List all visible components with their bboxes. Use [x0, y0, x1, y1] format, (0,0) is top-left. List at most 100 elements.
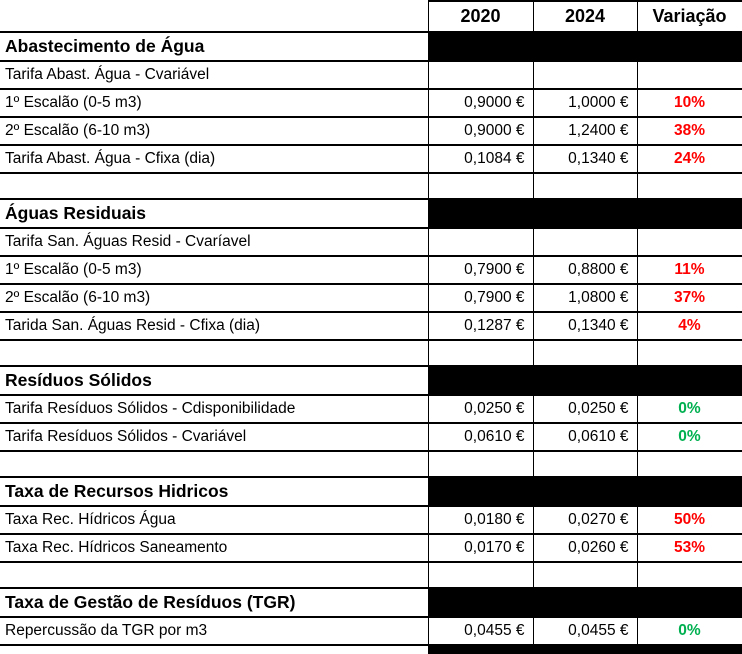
section-title: Taxa de Gestão de Resíduos (TGR) [0, 587, 428, 618]
value-2024: 0,8800 € [532, 255, 638, 285]
separator-cell [532, 561, 638, 589]
row-label: Repercussão da TGR por m3 [0, 616, 428, 646]
table-row: 2º Escalão (6-10 m3) 0,7900 € 1,0800 € 3… [0, 283, 742, 313]
row-label: 2º Escalão (6-10 m3) [0, 283, 428, 313]
value-2020: 0,0180 € [427, 505, 534, 535]
separator-cell [532, 450, 638, 478]
separator-cell [636, 450, 742, 478]
separator-cell [636, 339, 742, 367]
value-2020: 0,1287 € [427, 311, 534, 341]
column-header-2020: 2020 [427, 0, 534, 33]
separator-cell [532, 339, 638, 367]
section-title: Taxa de Recursos Hidricos [0, 476, 428, 507]
row-label: Taxa Rec. Hídricos Saneamento [0, 533, 428, 563]
value-2024: 0,0610 € [532, 422, 638, 452]
variation-value: 53% [636, 533, 742, 563]
value-2020: 0,7900 € [427, 255, 534, 285]
value-2024 [532, 60, 638, 90]
section-header-row: Abastecimento de Água [0, 31, 742, 62]
variation-value: 38% [636, 116, 742, 146]
section-fill-band [427, 476, 742, 507]
separator-cell [427, 172, 534, 200]
row-label: Taxa Rec. Hídricos Água [0, 505, 428, 535]
column-header-variacao: Variação [636, 0, 742, 33]
separator-label-cell [0, 561, 428, 589]
separator-cell [636, 561, 742, 589]
column-header-2024: 2024 [532, 0, 638, 33]
value-2020: 0,9000 € [427, 116, 534, 146]
variation-value: 0% [636, 616, 742, 646]
column-header-row: 2020 2024 Variação [0, 0, 742, 33]
table-row: Taxa Rec. Hídricos Água 0,0180 € 0,0270 … [0, 505, 742, 535]
separator-label-cell [0, 339, 428, 367]
section-header-row: Resíduos Sólidos [0, 365, 742, 396]
bottom-empty-cell [0, 645, 428, 653]
table-row: Tarida San. Águas Resid - Cfixa (dia) 0,… [0, 311, 742, 341]
separator-label-cell [0, 172, 428, 200]
row-label: Tarifa Abast. Água - Cvariável [0, 60, 428, 90]
table-row: Tarifa Resíduos Sólidos - Cdisponibilida… [0, 394, 742, 424]
bottom-band-row [0, 644, 742, 654]
section-header-row: Águas Residuais [0, 198, 742, 229]
separator-row [0, 339, 742, 367]
table-row: Tarifa San. Águas Resid - Cvaríavel [0, 227, 742, 257]
variation-value: 37% [636, 283, 742, 313]
section-fill-band [427, 365, 742, 396]
table-row: 2º Escalão (6-10 m3) 0,9000 € 1,2400 € 3… [0, 116, 742, 146]
separator-row [0, 561, 742, 589]
value-2024: 0,0270 € [532, 505, 638, 535]
section-fill-band [427, 31, 742, 62]
value-2020: 0,0170 € [427, 533, 534, 563]
table-row: Tarifa Abast. Água - Cvariável [0, 60, 742, 90]
value-2024 [532, 227, 638, 257]
row-label: 2º Escalão (6-10 m3) [0, 116, 428, 146]
section-title: Abastecimento de Água [0, 31, 428, 62]
separator-cell [532, 172, 638, 200]
bottom-fill-band [427, 644, 742, 654]
section-title: Resíduos Sólidos [0, 365, 428, 396]
table-row: Tarifa Resíduos Sólidos - Cvariável 0,06… [0, 422, 742, 452]
separator-cell [636, 172, 742, 200]
value-2020: 0,9000 € [427, 88, 534, 118]
section-fill-band [427, 198, 742, 229]
row-label: 1º Escalão (0-5 m3) [0, 88, 428, 118]
section-header-row: Taxa de Gestão de Resíduos (TGR) [0, 587, 742, 618]
separator-cell [427, 561, 534, 589]
value-2024: 0,1340 € [532, 311, 638, 341]
section-title: Águas Residuais [0, 198, 428, 229]
section-fill-band [427, 587, 742, 618]
value-2020: 0,0610 € [427, 422, 534, 452]
value-2020 [427, 60, 534, 90]
table-row: Repercussão da TGR por m3 0,0455 € 0,045… [0, 616, 742, 646]
value-2024: 0,1340 € [532, 144, 638, 174]
table-row: Taxa Rec. Hídricos Saneamento 0,0170 € 0… [0, 533, 742, 563]
row-label: Tarida San. Águas Resid - Cfixa (dia) [0, 311, 428, 341]
variation-value: 0% [636, 422, 742, 452]
row-label: Tarifa San. Águas Resid - Cvaríavel [0, 227, 428, 257]
value-2024: 1,0000 € [532, 88, 638, 118]
row-label: Tarifa Resíduos Sólidos - Cvariável [0, 422, 428, 452]
table-row: 1º Escalão (0-5 m3) 0,9000 € 1,0000 € 10… [0, 88, 742, 118]
separator-row [0, 450, 742, 478]
table-row: Tarifa Abast. Água - Cfixa (dia) 0,1084 … [0, 144, 742, 174]
section-header-row: Taxa de Recursos Hidricos [0, 476, 742, 507]
separator-row [0, 172, 742, 200]
corner-empty-cell [0, 1, 428, 33]
value-2020: 0,7900 € [427, 283, 534, 313]
value-2024: 0,0455 € [532, 616, 638, 646]
value-2020: 0,0455 € [427, 616, 534, 646]
value-2024: 0,0250 € [532, 394, 638, 424]
variation-value: 0% [636, 394, 742, 424]
separator-cell [427, 339, 534, 367]
row-label: Tarifa Abast. Água - Cfixa (dia) [0, 144, 428, 174]
variation-value: 10% [636, 88, 742, 118]
value-2024: 1,2400 € [532, 116, 638, 146]
separator-label-cell [0, 450, 428, 478]
variation-value: 11% [636, 255, 742, 285]
variation-value: 50% [636, 505, 742, 535]
value-2020: 0,0250 € [427, 394, 534, 424]
variation-value [636, 227, 742, 257]
row-label: 1º Escalão (0-5 m3) [0, 255, 428, 285]
value-2024: 0,0260 € [532, 533, 638, 563]
